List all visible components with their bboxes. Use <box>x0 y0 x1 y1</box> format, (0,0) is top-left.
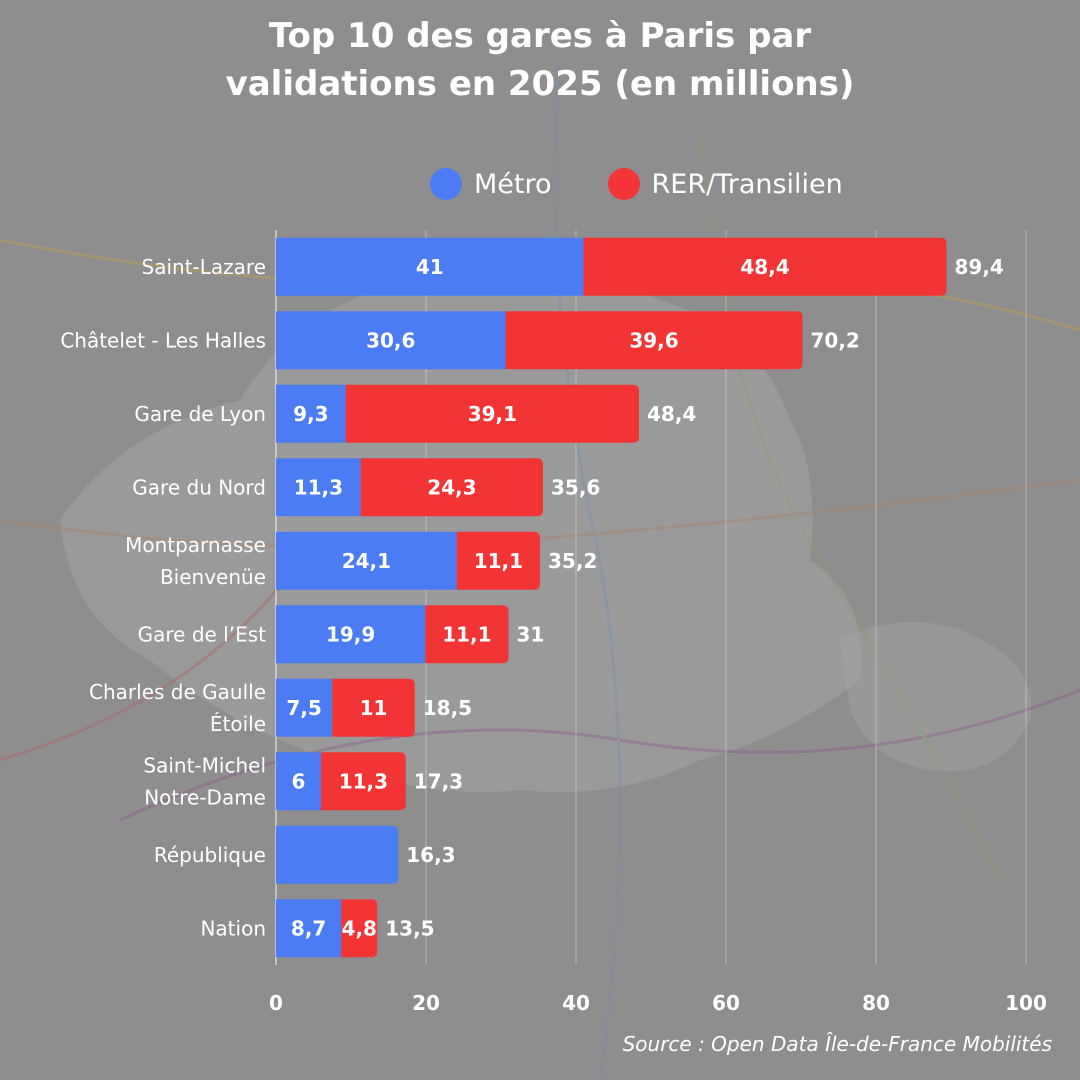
category-label: Montparnasse <box>125 533 266 557</box>
x-tick-label: 80 <box>862 991 890 1015</box>
category-label: Nation <box>200 916 266 940</box>
source-note: Source : Open Data Île-de-France Mobilit… <box>622 1032 1052 1056</box>
data-label-metro: 9,3 <box>293 402 328 426</box>
legend-item-metro: Métro <box>430 168 552 200</box>
total-label: 16,3 <box>406 843 455 867</box>
data-label-metro: 6 <box>292 769 306 793</box>
bar-segment-metro <box>276 237 584 296</box>
total-label: 70,2 <box>811 328 860 352</box>
total-label: 18,5 <box>423 696 472 720</box>
category-label: Étoile <box>210 712 266 736</box>
data-label-metro: 41 <box>416 255 444 279</box>
bar-segment-rer <box>456 531 540 590</box>
total-label: 89,4 <box>955 255 1004 279</box>
data-label-rer: 11 <box>360 696 388 720</box>
data-label-metro: 19,9 <box>326 622 375 646</box>
category-label: République <box>154 843 266 867</box>
category-label: Notre-Dame <box>144 785 266 809</box>
bar-segment-rer <box>425 605 509 664</box>
legend-item-rer: RER/Transilien <box>607 168 843 200</box>
bar-segment-metro <box>276 311 506 370</box>
bar-segment-rer <box>332 678 415 737</box>
category-label: Châtelet - Les Halles <box>60 328 266 352</box>
data-label-metro: 24,1 <box>342 549 391 573</box>
x-tick-label: 40 <box>562 991 590 1015</box>
bar-segment-rer <box>321 752 406 811</box>
bar-segment-metro <box>276 458 361 517</box>
category-label: Saint-Michel <box>143 753 266 777</box>
category-label: Gare de Lyon <box>134 402 266 426</box>
data-label-rer: 11,1 <box>442 622 491 646</box>
category-label: Bienvenüe <box>160 565 266 589</box>
legend-swatch-metro <box>430 168 462 200</box>
bar-segment-metro <box>276 384 346 443</box>
data-label-metro: 8,7 <box>291 916 326 940</box>
x-tick-label: 20 <box>412 991 440 1015</box>
bar-segment-metro <box>276 531 457 590</box>
x-tick-label: 0 <box>269 991 283 1015</box>
data-label-rer: 11,3 <box>339 769 388 793</box>
data-label-rer: 48,4 <box>740 255 789 279</box>
legend-label-rer: RER/Transilien <box>651 168 843 200</box>
legend-label-metro: Métro <box>474 168 552 200</box>
legend: Métro RER/Transilien <box>430 162 899 206</box>
bar-segment-rer <box>345 384 639 443</box>
total-label: 35,2 <box>548 549 597 573</box>
total-label: 35,6 <box>551 475 600 499</box>
data-label-rer: 39,6 <box>629 328 678 352</box>
category-label: Charles de Gaulle <box>89 680 266 704</box>
bar-segment-rer <box>341 899 378 958</box>
bar-segment-rer <box>360 458 543 517</box>
bar-segment-metro <box>276 678 333 737</box>
data-label-rer: 24,3 <box>427 475 476 499</box>
chart-title-line-2: validations en 2025 (en millions) <box>225 64 855 104</box>
total-label: 31 <box>517 622 545 646</box>
total-label: 48,4 <box>647 402 696 426</box>
bar-segment-metro <box>276 825 399 884</box>
legend-swatch-rer <box>607 168 640 200</box>
x-tick-label: 60 <box>712 991 740 1015</box>
chart-title-line-1: Top 10 des gares à Paris par <box>268 16 812 56</box>
data-label-rer: 11,1 <box>474 549 523 573</box>
data-label-rer: 4,8 <box>342 916 377 940</box>
category-label: Gare du Nord <box>132 475 266 499</box>
category-label: Gare de l’Est <box>138 622 267 646</box>
total-label: 17,3 <box>414 769 463 793</box>
bar-segment-rer <box>505 311 803 370</box>
data-label-metro: 7,5 <box>286 696 321 720</box>
bar-segment-rer <box>583 237 947 296</box>
total-label: 13,5 <box>385 916 434 940</box>
data-label-rer: 39,1 <box>468 402 517 426</box>
category-label: Saint-Lazare <box>142 255 266 279</box>
data-label-metro: 30,6 <box>366 328 415 352</box>
chart-title: Top 10 des gares à Paris par validations… <box>0 12 1080 108</box>
x-tick-label: 100 <box>1005 991 1047 1015</box>
bar-segment-metro <box>276 899 342 958</box>
data-label-metro: 11,3 <box>294 475 343 499</box>
bar-segment-metro <box>276 605 426 664</box>
bar-segment-metro <box>276 752 321 811</box>
